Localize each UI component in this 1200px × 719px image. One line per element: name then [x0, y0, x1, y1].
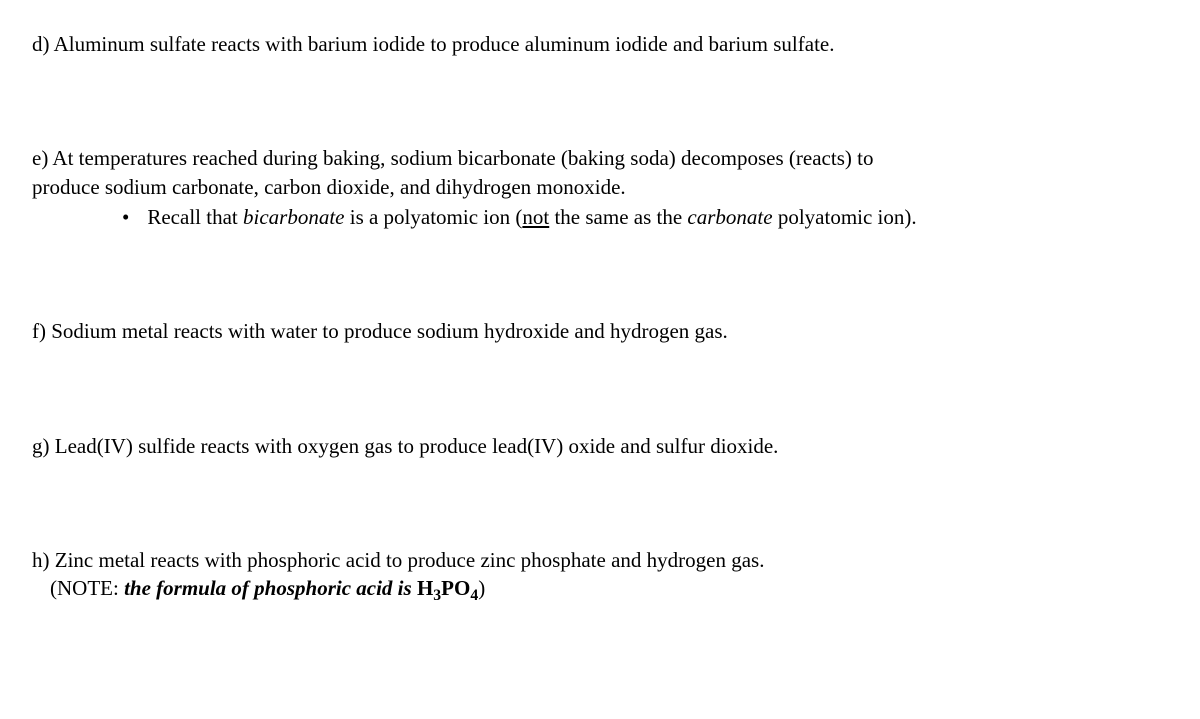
question-d: d) Aluminum sulfate reacts with barium i…: [32, 30, 1168, 58]
note-post: ): [478, 576, 485, 600]
question-e-label: e): [32, 146, 52, 170]
question-e-bullet: • Recall that bicarbonate is a polyatomi…: [32, 203, 1168, 231]
bullet-post: polyatomic ion).: [773, 205, 917, 229]
question-d-label: d): [32, 32, 54, 56]
question-f-label: f): [32, 319, 51, 343]
note-em: the formula of phosphoric acid is: [124, 576, 412, 600]
question-e: e) At temperatures reached during baking…: [32, 144, 1168, 231]
question-e-body: e) At temperatures reached during baking…: [32, 144, 1168, 201]
bullet-pre: Recall that: [147, 205, 243, 229]
question-h-text: Zinc metal reacts with phosphoric acid t…: [55, 548, 765, 572]
question-g-text: Lead(IV) sulfide reacts with oxygen gas …: [55, 434, 779, 458]
bullet-em-bicarbonate: bicarbonate: [243, 205, 344, 229]
note-pre: (NOTE:: [50, 576, 124, 600]
bullet-not: not: [522, 205, 549, 229]
question-h: h) Zinc metal reacts with phosphoric aci…: [32, 546, 1168, 603]
bullet-icon: •: [122, 203, 129, 231]
note-formula-po: PO: [441, 576, 470, 600]
question-h-note: (NOTE: the formula of phosphoric acid is…: [32, 574, 1168, 602]
question-g: g) Lead(IV) sulfide reacts with oxygen g…: [32, 432, 1168, 460]
note-formula: H3PO4: [412, 576, 479, 600]
question-e-line1: At temperatures reached during baking, s…: [52, 146, 873, 170]
question-d-text: Aluminum sulfate reacts with barium iodi…: [54, 32, 835, 56]
question-f-text: Sodium metal reacts with water to produc…: [51, 319, 728, 343]
question-e-bullet-text: Recall that bicarbonate is a polyatomic …: [147, 203, 916, 231]
note-formula-sub3: 3: [433, 588, 441, 605]
question-f: f) Sodium metal reacts with water to pro…: [32, 317, 1168, 345]
bullet-em-carbonate: carbonate: [687, 205, 772, 229]
question-h-body: h) Zinc metal reacts with phosphoric aci…: [32, 546, 1168, 574]
question-g-label: g): [32, 434, 55, 458]
bullet-mid1: is a polyatomic ion (: [344, 205, 522, 229]
question-e-line2: produce sodium carbonate, carbon dioxide…: [32, 175, 626, 199]
note-formula-h: H: [412, 576, 434, 600]
bullet-mid2: the same as the: [549, 205, 687, 229]
question-h-label: h): [32, 548, 55, 572]
